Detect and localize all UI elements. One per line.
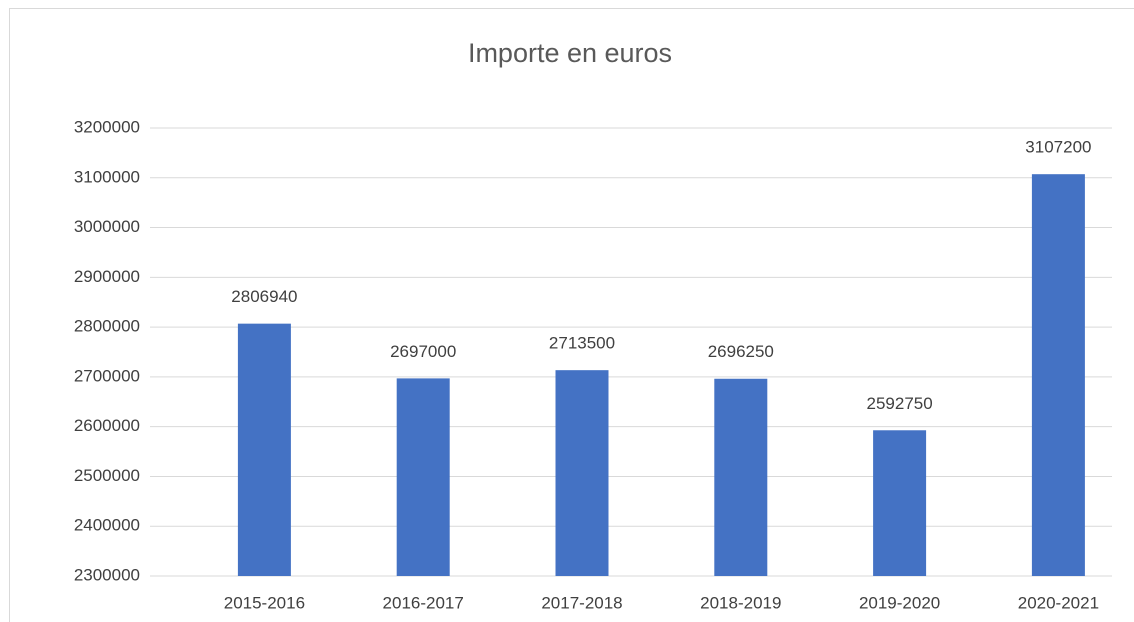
data-label: 2592750 bbox=[867, 394, 933, 413]
x-tick-label: 2015-2016 bbox=[224, 593, 305, 612]
data-label: 3107200 bbox=[1025, 138, 1091, 157]
bar bbox=[714, 378, 768, 576]
bar bbox=[1031, 174, 1085, 576]
y-tick-label: 3200000 bbox=[74, 117, 140, 136]
y-tick-label: 2400000 bbox=[74, 516, 140, 535]
bar bbox=[873, 430, 927, 576]
x-tick-label: 2018-2019 bbox=[700, 593, 781, 612]
bar bbox=[237, 323, 291, 576]
chart-border bbox=[9, 8, 1134, 622]
y-tick-label: 3000000 bbox=[74, 217, 140, 236]
x-tick-label: 2017-2018 bbox=[541, 593, 622, 612]
bar bbox=[396, 378, 450, 576]
x-tick-label: 2020-2021 bbox=[1018, 593, 1099, 612]
y-tick-label: 3100000 bbox=[74, 167, 140, 186]
data-label: 2696250 bbox=[708, 342, 774, 361]
x-tick-label: 2019-2020 bbox=[859, 593, 940, 612]
x-tick-label: 2016-2017 bbox=[383, 593, 464, 612]
y-tick-label: 2700000 bbox=[74, 366, 140, 385]
y-tick-label: 2600000 bbox=[74, 416, 140, 435]
bar bbox=[555, 370, 609, 576]
data-label: 2697000 bbox=[390, 342, 456, 361]
y-tick-label: 2300000 bbox=[74, 565, 140, 584]
data-label: 2806940 bbox=[231, 287, 297, 306]
y-tick-label: 2500000 bbox=[74, 466, 140, 485]
data-label: 2713500 bbox=[549, 334, 615, 353]
chart-title: Importe en euros bbox=[468, 38, 672, 68]
y-tick-label: 2800000 bbox=[74, 317, 140, 336]
y-tick-label: 2900000 bbox=[74, 267, 140, 286]
